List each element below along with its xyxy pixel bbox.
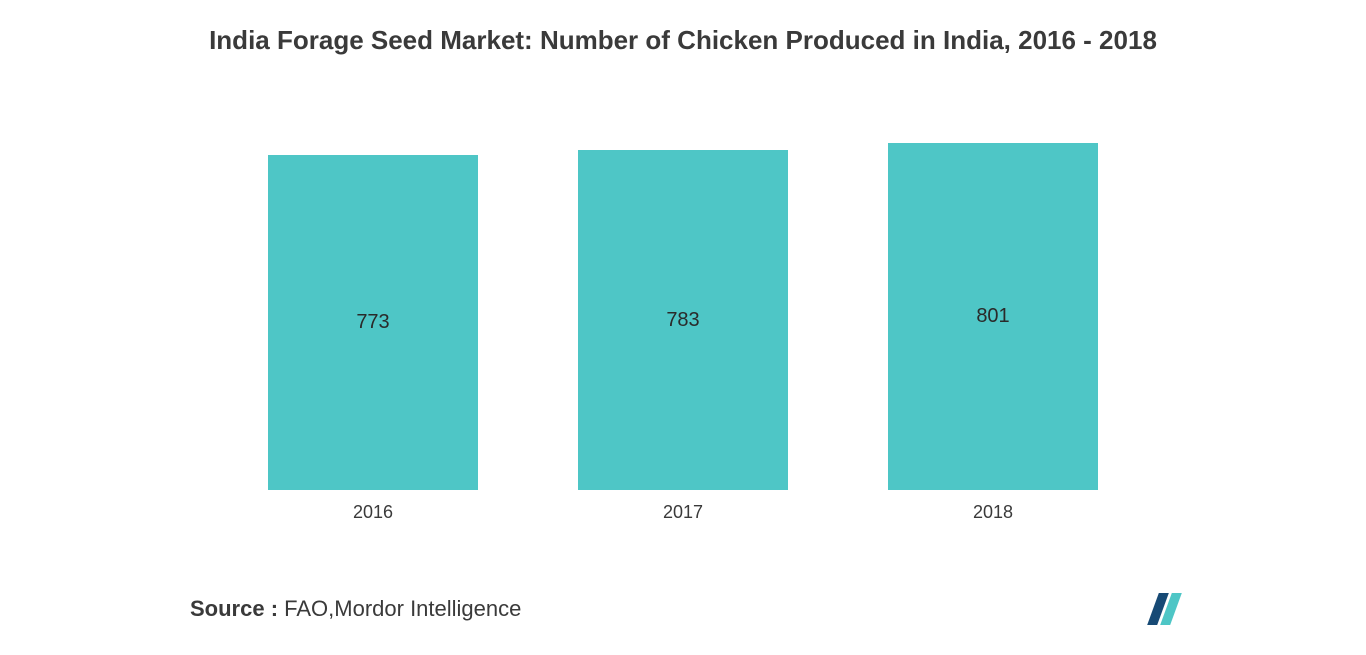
bar-label-1: 2017 bbox=[663, 502, 703, 523]
bar-group-0: 773 2016 bbox=[268, 155, 478, 523]
bar-2: 801 bbox=[888, 143, 1098, 490]
bar-0: 773 bbox=[268, 155, 478, 490]
bar-label-2: 2018 bbox=[973, 502, 1013, 523]
bar-label-0: 2016 bbox=[353, 502, 393, 523]
chart-title: India Forage Seed Market: Number of Chic… bbox=[60, 25, 1306, 56]
source-label: Source : bbox=[190, 596, 278, 621]
mordor-logo bbox=[1153, 593, 1176, 625]
bar-value-2: 801 bbox=[976, 305, 1009, 328]
source-value: FAO,Mordor Intelligence bbox=[278, 596, 521, 621]
bar-group-2: 801 2018 bbox=[888, 143, 1098, 523]
bar-value-1: 783 bbox=[666, 309, 699, 332]
bar-1: 783 bbox=[578, 150, 788, 490]
bar-group-1: 783 2017 bbox=[578, 150, 788, 523]
logo-bars bbox=[1147, 593, 1182, 625]
chart-area: 773 2016 783 2017 801 2018 bbox=[60, 111, 1306, 523]
source-text: Source : FAO,Mordor Intelligence bbox=[190, 596, 521, 622]
chart-container: India Forage Seed Market: Number of Chic… bbox=[0, 0, 1366, 655]
source-line: Source : FAO,Mordor Intelligence bbox=[60, 593, 1306, 625]
bar-value-0: 773 bbox=[356, 311, 389, 334]
